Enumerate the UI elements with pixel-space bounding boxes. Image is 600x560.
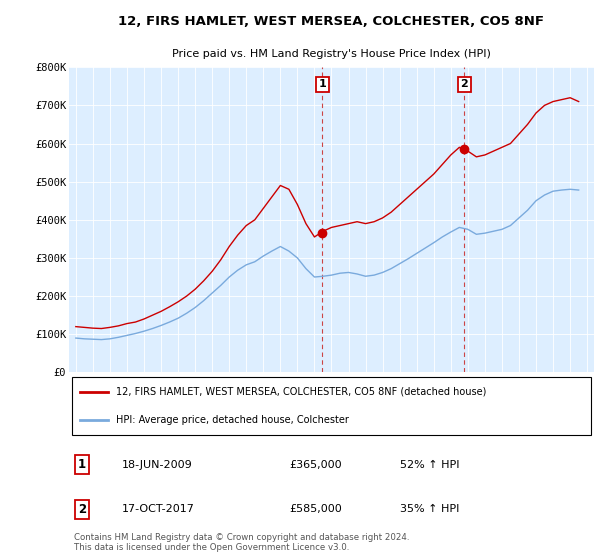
Text: 1: 1 — [319, 80, 326, 90]
Text: 17-OCT-2017: 17-OCT-2017 — [121, 505, 194, 515]
Text: Price paid vs. HM Land Registry's House Price Index (HPI): Price paid vs. HM Land Registry's House … — [172, 49, 491, 59]
Text: Contains HM Land Registry data © Crown copyright and database right 2024.
This d: Contains HM Land Registry data © Crown c… — [74, 533, 410, 552]
Text: 12, FIRS HAMLET, WEST MERSEA, COLCHESTER, CO5 8NF: 12, FIRS HAMLET, WEST MERSEA, COLCHESTER… — [119, 15, 545, 28]
Text: HPI: Average price, detached house, Colchester: HPI: Average price, detached house, Colc… — [116, 415, 349, 425]
Text: £365,000: £365,000 — [290, 460, 342, 470]
Text: 18-JUN-2009: 18-JUN-2009 — [121, 460, 192, 470]
Text: 52% ↑ HPI: 52% ↑ HPI — [400, 460, 459, 470]
Text: 1: 1 — [78, 458, 86, 471]
Text: £585,000: £585,000 — [290, 505, 342, 515]
Text: 2: 2 — [460, 80, 468, 90]
FancyBboxPatch shape — [71, 377, 592, 435]
Text: 12, FIRS HAMLET, WEST MERSEA, COLCHESTER, CO5 8NF (detached house): 12, FIRS HAMLET, WEST MERSEA, COLCHESTER… — [116, 387, 487, 397]
Text: 35% ↑ HPI: 35% ↑ HPI — [400, 505, 459, 515]
Text: 2: 2 — [78, 503, 86, 516]
